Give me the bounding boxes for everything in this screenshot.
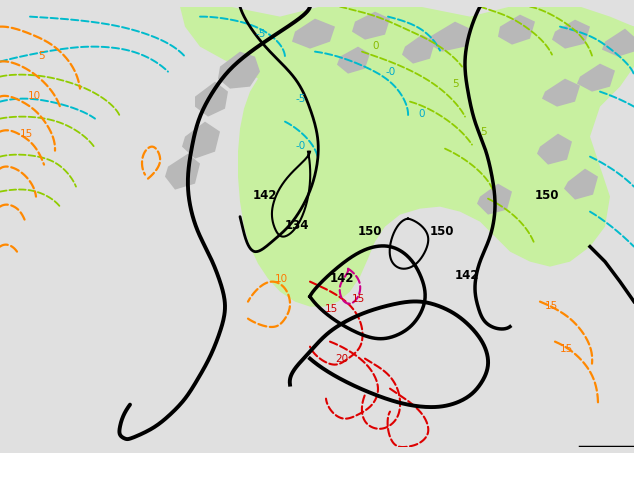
- Text: 5: 5: [38, 50, 44, 61]
- Text: 150: 150: [430, 224, 455, 238]
- Polygon shape: [182, 122, 220, 159]
- Polygon shape: [337, 47, 370, 74]
- Polygon shape: [490, 7, 634, 47]
- Text: 20: 20: [335, 354, 348, 364]
- Text: 142: 142: [330, 271, 354, 285]
- Polygon shape: [195, 82, 228, 117]
- Polygon shape: [180, 7, 634, 307]
- Text: We 25-09-2024 12:00 UTC (00+84): We 25-09-2024 12:00 UTC (00+84): [395, 459, 628, 471]
- Text: 150: 150: [535, 189, 559, 201]
- Polygon shape: [402, 35, 435, 64]
- Text: 15: 15: [545, 301, 559, 311]
- Text: 0: 0: [418, 109, 425, 119]
- Text: 15: 15: [20, 129, 33, 139]
- Polygon shape: [352, 12, 390, 40]
- Polygon shape: [542, 78, 580, 107]
- Polygon shape: [564, 169, 598, 199]
- Polygon shape: [428, 22, 470, 51]
- Text: -5: -5: [295, 94, 306, 103]
- Text: © weatheronline.co.uk: © weatheronline.co.uk: [470, 475, 628, 489]
- Polygon shape: [218, 51, 260, 89]
- Text: 134: 134: [285, 219, 309, 232]
- Polygon shape: [577, 64, 615, 92]
- Text: 5: 5: [452, 78, 458, 89]
- Text: 5: 5: [480, 126, 487, 137]
- Text: 142: 142: [455, 269, 479, 282]
- Text: 15: 15: [325, 304, 339, 314]
- Text: -5: -5: [255, 28, 266, 39]
- Polygon shape: [477, 184, 512, 215]
- Polygon shape: [498, 15, 535, 45]
- Text: 15: 15: [560, 343, 573, 354]
- Polygon shape: [602, 28, 634, 57]
- Text: Height/Temp. 850 hPa [gdmp][°C] CFS: Height/Temp. 850 hPa [gdmp][°C] CFS: [6, 461, 269, 474]
- Text: 15: 15: [352, 294, 365, 304]
- Polygon shape: [552, 20, 590, 49]
- Text: 10: 10: [275, 273, 288, 284]
- Text: 10: 10: [28, 91, 41, 100]
- Text: 150: 150: [358, 224, 382, 238]
- Text: 142: 142: [253, 189, 278, 201]
- Polygon shape: [165, 154, 200, 190]
- Polygon shape: [292, 19, 335, 49]
- Text: -0: -0: [295, 141, 305, 150]
- Polygon shape: [537, 134, 572, 165]
- Text: 0: 0: [372, 41, 378, 50]
- Text: -0: -0: [385, 67, 395, 76]
